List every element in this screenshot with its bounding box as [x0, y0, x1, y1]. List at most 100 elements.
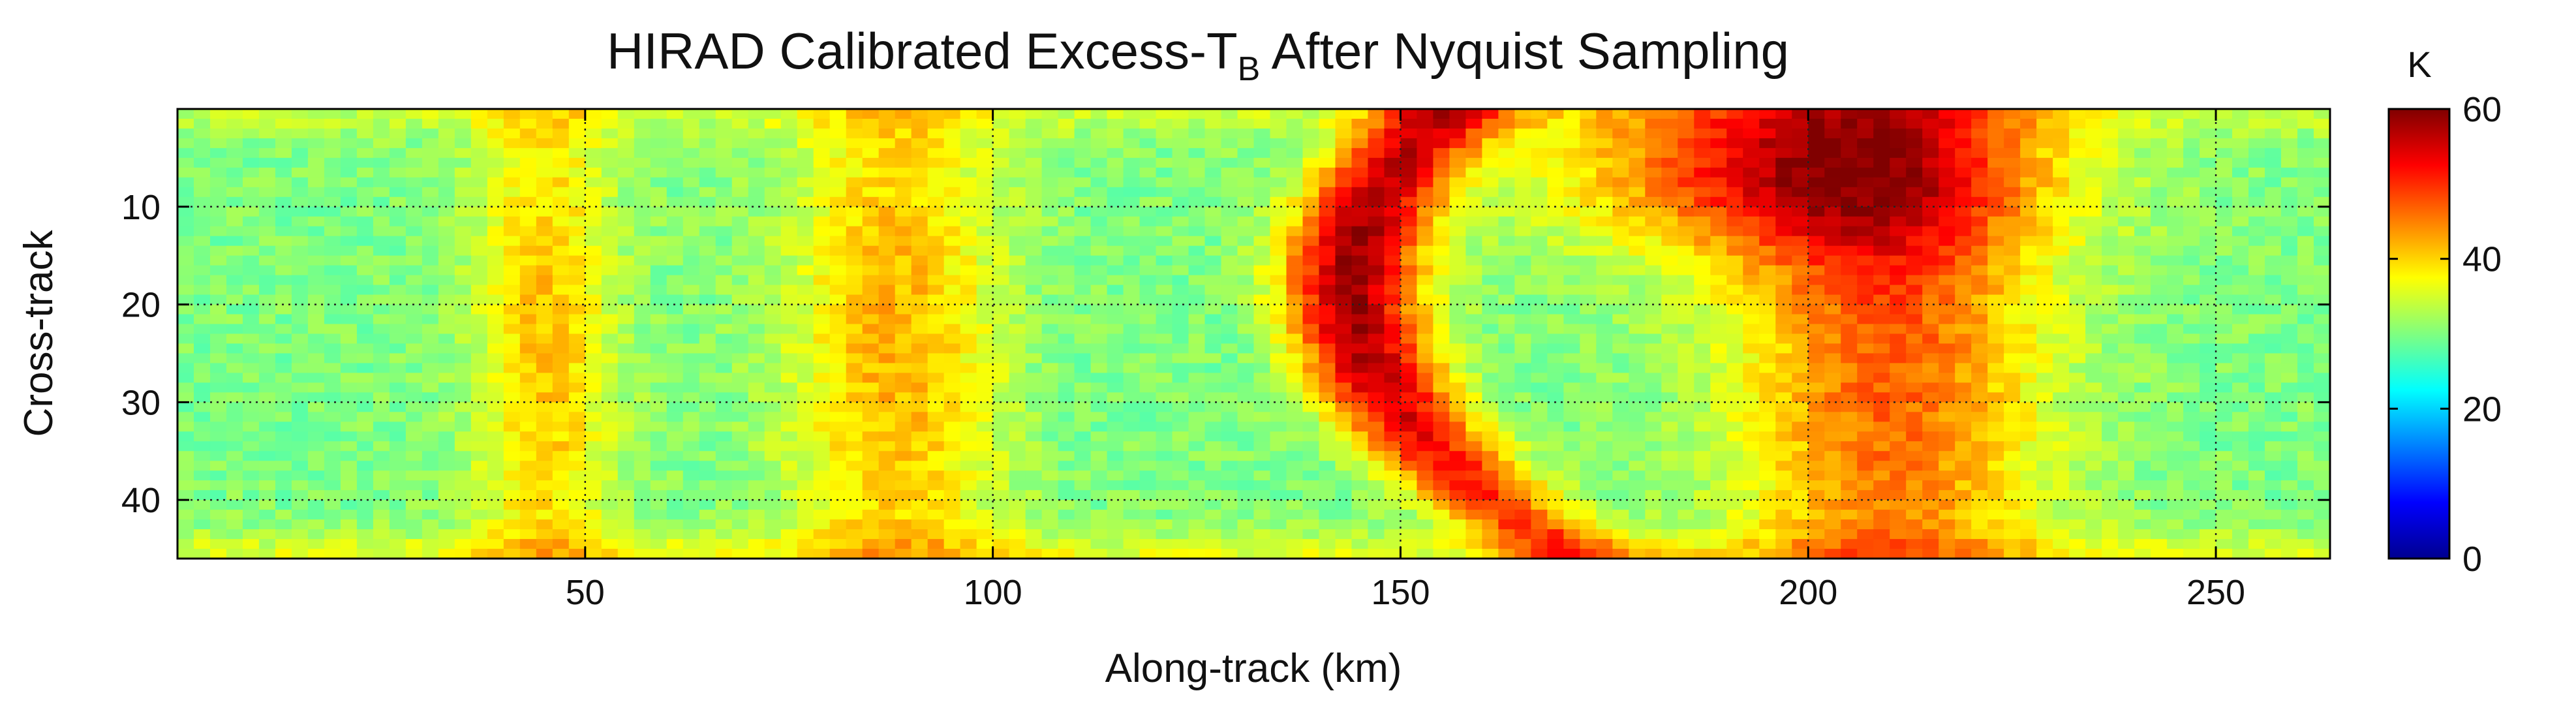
heatmap-cell [1482, 138, 1499, 149]
heatmap-cell [1384, 363, 1402, 374]
heatmap-cell [487, 206, 504, 217]
heatmap-cell [1645, 196, 1662, 208]
heatmap-cell [1302, 461, 1320, 471]
heatmap-cell [193, 255, 211, 266]
heatmap-cell [1302, 353, 1320, 364]
heatmap-cell [340, 118, 358, 129]
heatmap-cell [454, 294, 472, 305]
heatmap-cell [2053, 431, 2070, 442]
heatmap-cell [1531, 363, 1548, 374]
heatmap-cell [1498, 373, 1515, 383]
heatmap-cell [1302, 177, 1320, 188]
heatmap-cell [1514, 461, 1531, 471]
heatmap-cell [405, 118, 423, 129]
heatmap-cell [1775, 422, 1792, 432]
heatmap-cell [1939, 118, 1955, 129]
heatmap-cell [2102, 138, 2119, 149]
heatmap-cell [2085, 314, 2102, 325]
heatmap-cell [1041, 128, 1059, 139]
heatmap-cell [1025, 402, 1043, 412]
heatmap-cell [1678, 255, 1694, 266]
heatmap-cell [1417, 187, 1434, 198]
heatmap-cell [715, 109, 733, 119]
heatmap-cell [2102, 216, 2119, 227]
heatmap-cell [1041, 314, 1059, 325]
heatmap-cell [1465, 343, 1482, 354]
heatmap-cell [976, 138, 994, 149]
heatmap-cell [1547, 196, 1564, 208]
heatmap-cell [1400, 255, 1418, 266]
heatmap-cell [1857, 461, 1874, 471]
heatmap-cell [2151, 333, 2168, 345]
heatmap-cell [389, 431, 406, 442]
heatmap-cell [911, 118, 928, 129]
heatmap-cell [2167, 196, 2184, 208]
heatmap-cell [1710, 422, 1727, 432]
heatmap-cell [1580, 382, 1597, 393]
heatmap-cell [2314, 245, 2330, 256]
heatmap-cell [2200, 382, 2216, 393]
heatmap-cell [389, 392, 406, 403]
heatmap-cell [568, 431, 586, 442]
heatmap-cell [2069, 343, 2086, 354]
heatmap-cell [1449, 157, 1466, 168]
heatmap-cell [1841, 118, 1858, 129]
heatmap-cell [1417, 216, 1434, 227]
heatmap-cell [1058, 236, 1075, 247]
heatmap-cell [1678, 304, 1694, 315]
heatmap-cell [943, 294, 961, 305]
heatmap-cell [1514, 128, 1531, 139]
heatmap-cell [340, 333, 358, 345]
heatmap-cell [1400, 294, 1418, 305]
heatmap-cell [1955, 451, 1972, 461]
heatmap-cell [797, 109, 814, 119]
heatmap-cell [2102, 373, 2119, 383]
heatmap-cell [764, 265, 782, 276]
heatmap-cell [1368, 187, 1385, 198]
heatmap-cell [1417, 353, 1434, 364]
heatmap-cell [797, 177, 814, 188]
heatmap-cell [1368, 382, 1385, 393]
heatmap-cell [911, 167, 928, 178]
heatmap-cell [1792, 216, 1809, 227]
heatmap-cell [2004, 353, 2021, 364]
heatmap-cell [813, 285, 831, 296]
heatmap-cell [2314, 314, 2330, 325]
heatmap-cell [1433, 226, 1450, 237]
heatmap-cell [2167, 461, 2184, 471]
heatmap-cell [1123, 304, 1141, 315]
heatmap-cell [1792, 373, 1809, 383]
heatmap-cell [2102, 128, 2119, 139]
heatmap-cell [307, 118, 325, 129]
heatmap-cell [1139, 206, 1157, 217]
heatmap-cell [389, 109, 406, 119]
heatmap-cell [1009, 343, 1026, 354]
heatmap-cell [911, 216, 928, 227]
heatmap-cell [878, 451, 896, 461]
heatmap-cell [2167, 304, 2184, 315]
heatmap-cell [878, 275, 896, 286]
heatmap-cell [617, 128, 635, 139]
heatmap-cell [666, 265, 684, 276]
heatmap-cell [2004, 343, 2021, 354]
heatmap-cell [1726, 138, 1743, 149]
heatmap-cell [1156, 187, 1173, 198]
heatmap-cell [503, 382, 521, 393]
heatmap-cell [1384, 343, 1402, 354]
heatmap-cell [1792, 314, 1809, 325]
heatmap-cell [1286, 157, 1304, 168]
heatmap-cell [1482, 275, 1499, 286]
heatmap-cell [1514, 255, 1531, 266]
heatmap-cell [226, 392, 243, 403]
heatmap-cell [2248, 353, 2265, 364]
heatmap-cell [470, 431, 488, 442]
heatmap-cell [1694, 245, 1711, 256]
heatmap-cell [1172, 138, 1189, 149]
heatmap-cell [1188, 412, 1206, 422]
heatmap-cell [1955, 285, 1972, 296]
heatmap-cell [1808, 157, 1825, 168]
heatmap-cell [764, 363, 782, 374]
heatmap-cell [1009, 196, 1026, 208]
heatmap-cell [601, 177, 619, 188]
heatmap-cell [1922, 177, 1939, 188]
